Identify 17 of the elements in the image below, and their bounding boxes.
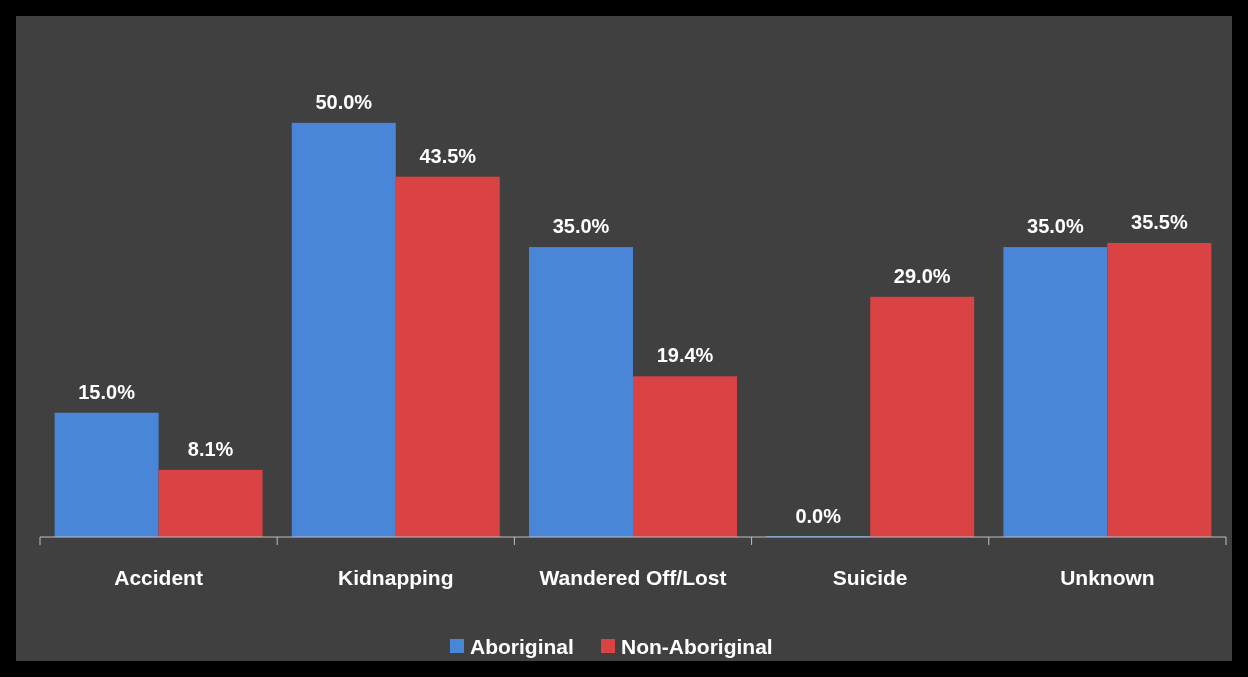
data-label: 19.4% [656,344,714,367]
data-label: 35.0% [552,215,610,238]
x-tick-label: Unknown [1060,566,1155,589]
data-label: 0.0% [795,505,842,527]
data-label: 35.5% [1131,210,1188,233]
data-label: 15.0% [78,380,136,403]
data-label: 35.0% [1027,215,1084,238]
data-label: 29.0% [893,264,951,287]
x-tick-label: Kidnapping [338,566,454,589]
legend-label: Aboriginal [470,635,574,658]
data-label: 8.1% [187,437,234,460]
x-tick-label: Accident [114,566,203,589]
data-label: 43.5% [419,144,477,167]
x-tick-label: Wandered Off/Lost [539,566,727,589]
legend-label: Non-Aboriginal [621,635,773,658]
x-tick-label: Suicide [832,566,908,589]
data-label: 50.0% [315,90,373,113]
